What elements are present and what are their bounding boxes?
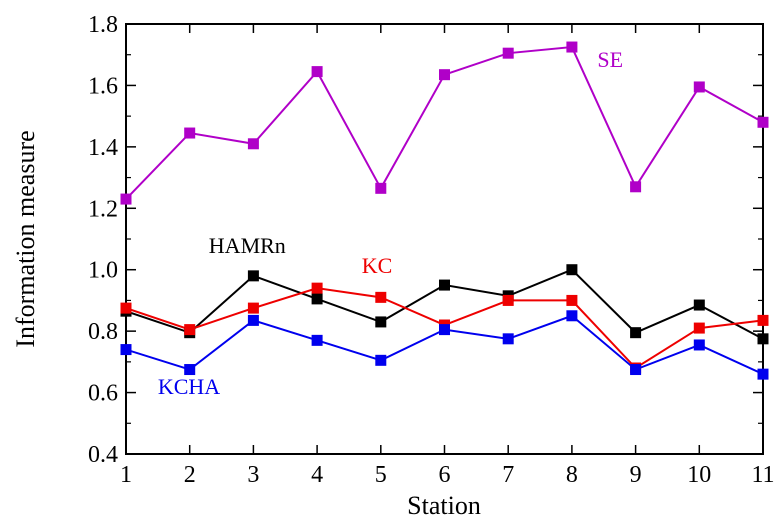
data-point-kcha xyxy=(120,344,132,356)
data-point-hamrn xyxy=(757,333,769,345)
data-point-kc xyxy=(757,314,769,326)
y-tick-label: 0.4 xyxy=(88,442,118,468)
series-label-kc: KC xyxy=(362,253,393,278)
x-tick-label: 8 xyxy=(566,462,578,488)
data-point-hamrn xyxy=(439,279,450,291)
data-point-hamrn xyxy=(566,264,578,276)
tick-labels: 1 2 3 4 5 6 7 8 9 10 11 0.4 0.6 0.8 1.0 1.2 1.4 1.6 1.8 xyxy=(88,12,775,488)
x-tick-label: 7 xyxy=(502,462,514,488)
data-point-kc xyxy=(247,302,259,314)
data-point-se xyxy=(311,66,323,78)
data-point-kcha xyxy=(502,333,514,345)
data-point-hamrn xyxy=(311,293,323,305)
data-point-kc xyxy=(375,291,387,303)
x-tick-label: 5 xyxy=(375,462,387,488)
x-tick-label: 11 xyxy=(751,462,774,488)
data-point-hamrn xyxy=(375,316,387,328)
data-point-kcha xyxy=(693,339,705,351)
y-tick-label: 1.2 xyxy=(88,196,118,222)
data-point-se xyxy=(439,69,450,81)
data-point-se xyxy=(247,138,259,150)
data-point-se xyxy=(630,181,642,193)
data-point-se xyxy=(757,116,769,128)
data-point-kcha xyxy=(184,364,196,376)
axis-ticks xyxy=(125,23,764,455)
y-tick-label: 0.6 xyxy=(88,381,118,407)
data-point-kcha xyxy=(630,364,642,376)
series-label-hamrn: HAMRn xyxy=(209,233,286,258)
data-point-kc xyxy=(693,322,705,334)
data-point-kcha xyxy=(439,324,450,336)
data-point-kc xyxy=(120,302,132,314)
data-point-kcha xyxy=(375,354,387,366)
data-point-se xyxy=(375,182,387,194)
data-point-se xyxy=(502,47,514,59)
series-label-kcha: KCHA xyxy=(158,374,220,399)
x-tick-label: 4 xyxy=(311,462,323,488)
y-tick-label: 1.8 xyxy=(88,12,118,38)
y-tick-label: 1.6 xyxy=(88,73,118,99)
data-point-kc xyxy=(311,282,323,294)
data-point-hamrn xyxy=(693,299,705,311)
data-point-se xyxy=(693,81,705,93)
x-tick-label: 9 xyxy=(630,462,642,488)
y-tick-label: 1.0 xyxy=(88,258,118,284)
series-labels: SE HAMRn KC KCHA xyxy=(158,47,623,399)
data-point-kcha xyxy=(247,314,259,326)
x-tick-label: 6 xyxy=(439,462,451,488)
data-point-kcha xyxy=(757,368,769,380)
x-tick-label: 3 xyxy=(247,462,259,488)
data-point-se xyxy=(184,127,196,139)
data-point-se xyxy=(120,193,132,205)
y-axis-title: Information measure xyxy=(11,130,40,347)
data-point-kc xyxy=(502,294,514,306)
x-tick-label: 10 xyxy=(687,462,711,488)
y-tick-label: 1.4 xyxy=(88,135,118,161)
x-axis-title: Station xyxy=(407,491,481,520)
data-point-kc xyxy=(184,324,196,336)
data-point-kc xyxy=(566,294,578,306)
x-tick-label: 2 xyxy=(184,462,196,488)
data-point-kcha xyxy=(566,310,578,322)
data-point-hamrn xyxy=(247,270,259,282)
y-tick-label: 0.8 xyxy=(88,319,118,345)
x-tick-label: 1 xyxy=(120,462,132,488)
data-point-kcha xyxy=(311,334,323,346)
series-markers xyxy=(120,41,769,380)
data-point-se xyxy=(566,41,578,53)
series-label-se: SE xyxy=(597,47,623,72)
data-point-hamrn xyxy=(630,327,642,339)
